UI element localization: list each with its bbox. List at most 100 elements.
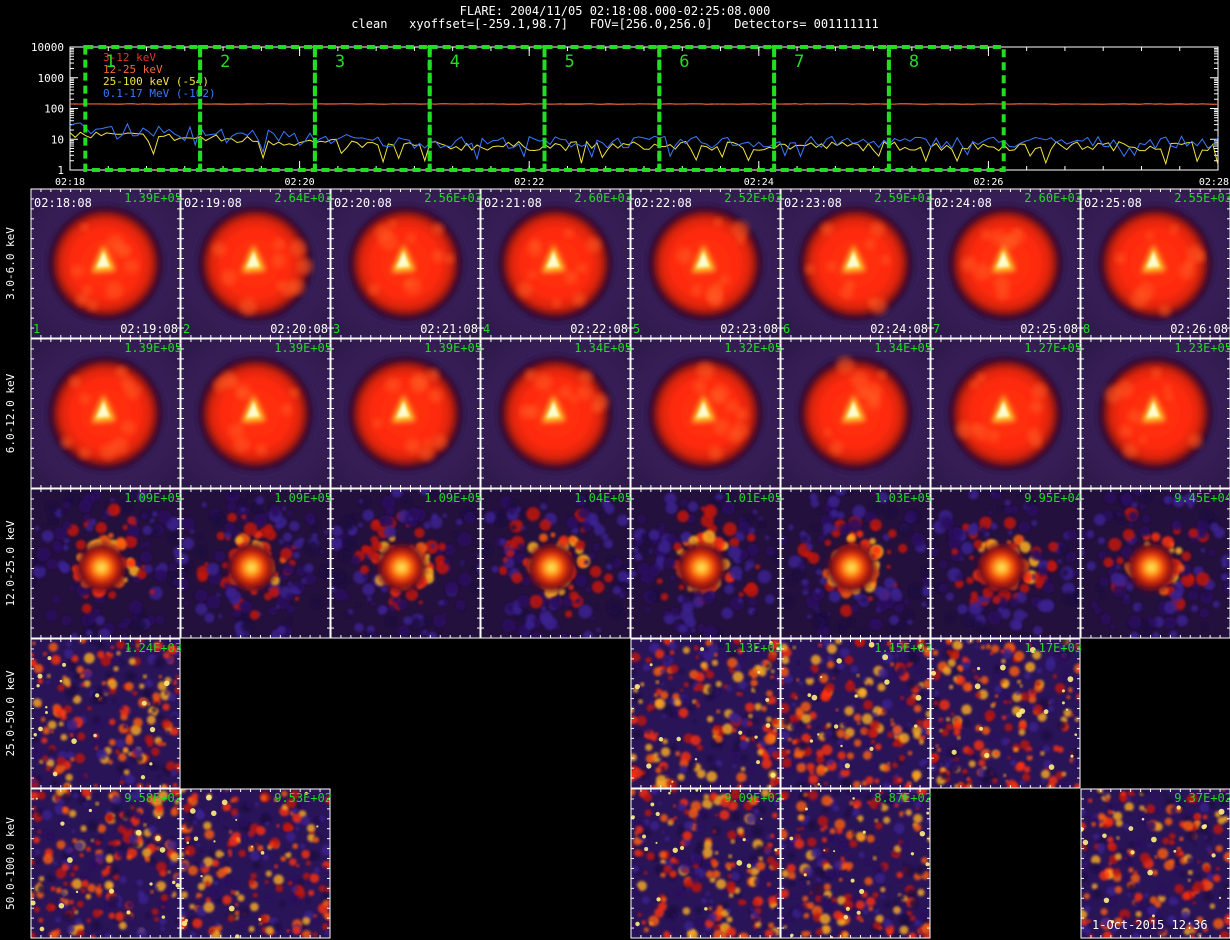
y-tick-label: 1: [57, 164, 64, 177]
peak-value-label: 2.56E+03: [424, 191, 482, 205]
cell-frame: [780, 338, 931, 489]
peak-value-label: 1.01E+05: [724, 491, 782, 505]
x-tick-label: 02:26: [973, 177, 1003, 188]
peak-value-label: 1.09E+05: [424, 491, 482, 505]
cell-frame: [180, 488, 331, 639]
cell-frame: [330, 338, 481, 489]
image-cell: 1.04E+05: [480, 488, 632, 639]
peak-value-label: 1.24E+03: [124, 641, 182, 655]
image-cell: 9.09E+02: [630, 788, 782, 939]
interval-label: 3: [335, 52, 345, 72]
x-tick-label: 02:22: [514, 177, 544, 188]
cell-start-time: 02:24:08: [934, 196, 992, 210]
peak-value-label: 1.03E+05: [874, 491, 932, 505]
peak-value-label: 9.53E+02: [274, 791, 332, 805]
cell-frame: [1080, 188, 1230, 339]
image-cell: 1.13E+03: [630, 638, 782, 789]
source-peak: [77, 543, 126, 592]
cell-frame: [930, 488, 1081, 639]
source-peak: [1127, 543, 1176, 592]
cell-frame: [30, 788, 181, 939]
series-line-2: [69, 103, 1219, 105]
image-cell: 1.34E+05: [480, 338, 632, 489]
image-cell: 2.56E+03 02:20:08 02:21:08 3: [330, 188, 482, 339]
cell-start-time: 02:19:08: [184, 196, 242, 210]
image-cell: 1.09E+05: [30, 488, 182, 639]
image-cell: 1.23E+05: [1080, 338, 1230, 489]
cell-end-time: 02:26:08: [1170, 322, 1228, 336]
cell-frame: [330, 188, 481, 339]
cell-frame: [480, 488, 631, 639]
peak-value-label: 1.32E+05: [724, 341, 782, 355]
cell-frame: [30, 338, 181, 489]
cell-frame: [780, 638, 931, 789]
image-cell: 1.15E+03: [780, 638, 932, 789]
cell-start-time: 02:20:08: [334, 196, 392, 210]
cell-frame: [780, 788, 931, 939]
interval-box: [427, 45, 547, 172]
image-cell: 1.24E+03: [30, 638, 182, 789]
source-peak: [977, 543, 1026, 592]
cell-frame: [30, 638, 181, 789]
x-tick-label: 02:18: [55, 177, 85, 188]
cell-frame: [30, 488, 181, 639]
peak-value-label: 9.58E+02: [124, 791, 182, 805]
plot-title: FLARE: 2004/11/05 02:18:08.000-02:25:08.…: [459, 4, 771, 18]
image-cell: 2.59E+03 02:23:08 02:24:08 6: [780, 188, 932, 339]
cell-frame: [630, 338, 781, 489]
peak-value-label: 1.39E+05: [124, 341, 182, 355]
legend-entry: 25-100 keV (-54): [103, 75, 209, 88]
cell-frame: [30, 188, 181, 339]
peak-value-label: 9.09E+02: [724, 791, 782, 805]
image-cell: 1.09E+05: [180, 488, 332, 639]
peak-value-label: 1.39E+05: [124, 191, 182, 205]
cell-index: 8: [1083, 322, 1090, 336]
image-cell: 9.53E+02: [180, 788, 332, 939]
image-cell: 1.39E+05: [180, 338, 332, 489]
peak-value-label: 1.34E+05: [574, 341, 632, 355]
cell-index: 5: [633, 322, 640, 336]
legend-entry: 3-12 keV: [103, 51, 156, 64]
peak-value-label: 2.52E+03: [724, 191, 782, 205]
cell-end-time: 02:20:08: [270, 322, 328, 336]
interval-label: 8: [909, 52, 919, 72]
peak-value-label: 1.04E+05: [574, 491, 632, 505]
interval-box: [886, 45, 1006, 172]
cell-frame: [630, 788, 781, 939]
image-cell: 9.95E+04: [930, 488, 1082, 639]
row-label: 6.0-12.0 keV: [4, 373, 17, 453]
cell-frame: [630, 188, 781, 339]
interval-label: 6: [679, 52, 689, 72]
peak-value-label: 2.64E+03: [274, 191, 332, 205]
cell-end-time: 02:23:08: [720, 322, 778, 336]
peak-value-label: 1.27E+05: [1024, 341, 1082, 355]
cell-end-time: 02:24:08: [870, 322, 928, 336]
cell-frame: [630, 488, 781, 639]
source-peak: [377, 543, 426, 592]
peak-value-label: 9.37E+02: [1174, 791, 1230, 805]
interval-box: [83, 45, 203, 172]
cell-start-time: 02:22:08: [634, 196, 692, 210]
image-cell: 1.39E+05 02:18:08 02:19:08 1: [30, 188, 182, 339]
peak-value-label: 8.87E+02: [874, 791, 932, 805]
series-line-4: [69, 122, 1219, 161]
peak-value-label: 1.39E+05: [274, 341, 332, 355]
peak-value-label: 1.09E+05: [274, 491, 332, 505]
y-tick-label: 100: [44, 103, 64, 116]
peak-value-label: 1.17E+03: [1024, 641, 1082, 655]
cell-frame: [780, 188, 931, 339]
x-tick-label: 02:20: [285, 177, 315, 188]
y-tick-label: 10: [51, 133, 64, 146]
peak-value-label: 1.34E+05: [874, 341, 932, 355]
interval-box: [772, 45, 891, 172]
image-cell: 1.03E+05: [780, 488, 932, 639]
cell-end-time: 02:25:08: [1020, 322, 1078, 336]
x-tick-label: 02:28: [1199, 177, 1229, 188]
cell-frame: [180, 338, 331, 489]
cell-end-time: 02:19:08: [120, 322, 178, 336]
image-cell: 9.58E+02: [30, 788, 182, 939]
image-cell: 9.37E+02: [1080, 788, 1230, 939]
interval-label: 7: [794, 52, 804, 72]
